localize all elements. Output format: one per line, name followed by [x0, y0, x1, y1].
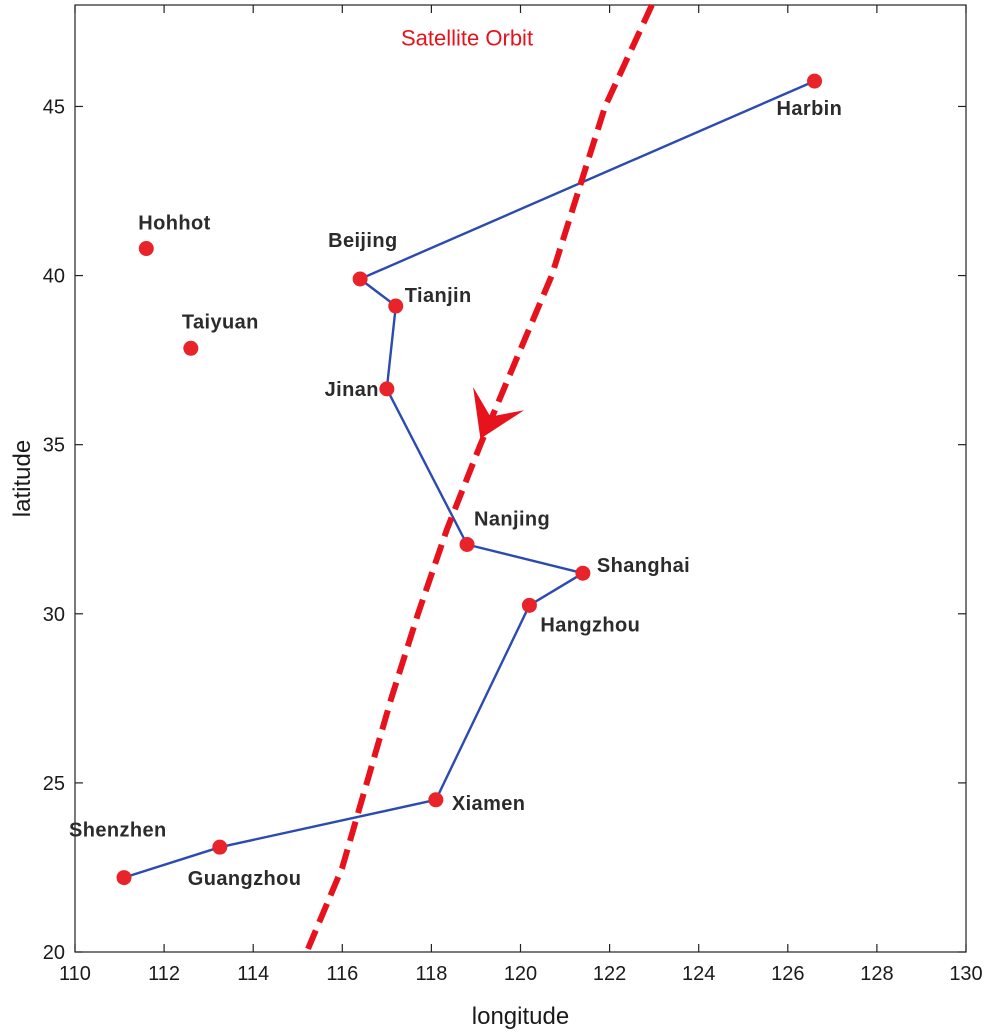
city-marker: [183, 340, 199, 356]
city-marker: [116, 870, 132, 886]
x-tick-label: 114: [237, 963, 269, 985]
city-marker: [807, 73, 823, 89]
city-marker: [459, 536, 475, 552]
x-tick-label: 124: [682, 963, 715, 985]
y-tick-label: 40: [43, 266, 65, 288]
x-tick-label: 118: [415, 963, 447, 985]
city-label: Shenzhen: [69, 820, 167, 842]
city-label: Guangzhou: [188, 868, 302, 890]
city-label: Nanjing: [474, 508, 550, 530]
x-tick-label: 110: [59, 963, 91, 985]
axis-ticks: 110 112 114 116 118 120 122 124 126 128 130 20 25 30 3…: [43, 5, 983, 985]
orbit-curve: [303, 3, 655, 954]
city-label: Jinan: [325, 379, 379, 401]
x-axis-label: longitude: [472, 1003, 569, 1030]
y-tick-label: 25: [43, 773, 65, 795]
city-labels-layer: Harbin Hohhot Beijing Tianjin Taiyuan Jinan Na…: [69, 98, 842, 890]
city-marker: [428, 792, 444, 808]
city-marker: [388, 298, 404, 314]
city-points-layer: [116, 73, 823, 886]
x-tick-label: 120: [504, 963, 537, 985]
route-line: [123, 79, 815, 879]
city-marker: [352, 271, 368, 287]
city-label: Hohhot: [138, 213, 210, 235]
x-tick-label: 126: [771, 963, 804, 985]
city-label: Xiamen: [452, 793, 526, 815]
city-marker: [379, 381, 395, 397]
orbit-layer: [303, 3, 655, 954]
x-tick-label: 112: [148, 963, 180, 985]
y-axis-label: latitude: [9, 440, 36, 517]
city-marker: [138, 241, 154, 257]
city-marker: [521, 597, 537, 613]
city-label: Harbin: [777, 98, 843, 120]
y-tick-label: 35: [43, 435, 65, 457]
city-label: Beijing: [328, 230, 397, 252]
y-tick-label: 45: [43, 96, 65, 118]
city-label: Taiyuan: [182, 311, 259, 333]
orbit-label: Satellite Orbit: [401, 26, 533, 51]
y-tick-label: 20: [43, 942, 65, 964]
route-layer: [123, 79, 815, 879]
city-label: Tianjin: [405, 285, 472, 307]
city-label: Shanghai: [597, 555, 690, 577]
x-tick-label: 122: [593, 963, 626, 985]
y-tick-label: 30: [43, 604, 65, 626]
orbit-direction-arrow: [473, 387, 525, 439]
city-label: Hangzhou: [540, 614, 640, 636]
city-marker: [212, 839, 228, 855]
x-tick-label: 130: [949, 963, 982, 985]
x-tick-label: 116: [326, 963, 358, 985]
city-marker: [575, 565, 591, 581]
x-tick-label: 128: [860, 963, 893, 985]
